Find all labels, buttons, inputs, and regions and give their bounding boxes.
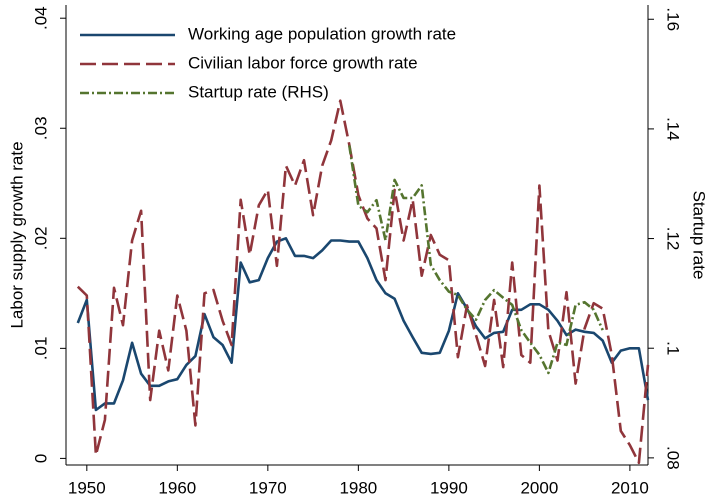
y2-tick-label: .12: [664, 227, 683, 251]
y-axis-title: Labor supply growth rate: [7, 141, 26, 328]
series-line: [76, 99, 650, 465]
legend-label: Startup rate (RHS): [188, 82, 329, 101]
y2-tick-label: .14: [664, 117, 683, 141]
series-line: [76, 237, 650, 412]
y-tick-label: .03: [31, 116, 50, 140]
y2-tick-label: .1: [664, 341, 683, 355]
y2-tick-label: .16: [664, 7, 683, 31]
y-tick-label: .04: [31, 6, 50, 30]
legend-label: Civilian labor force growth rate: [188, 53, 418, 72]
legend: Working age population growth rate Civili…: [80, 24, 456, 101]
y2-axis-title: Startup rate: [690, 191, 709, 280]
x-tick-label: 2000: [520, 478, 558, 497]
y-tick-label: .02: [31, 226, 50, 250]
series-line: [348, 145, 604, 375]
x-tick-label: 1980: [339, 478, 377, 497]
x-tick-label: 1990: [430, 478, 468, 497]
x-tick-label: 1950: [68, 478, 106, 497]
y-tick-label: 0: [31, 454, 50, 463]
y-tick-label: .01: [31, 337, 50, 361]
y2-tick-label: .08: [664, 446, 683, 470]
x-tick-label: 2010: [611, 478, 649, 497]
legend-label: Working age population growth rate: [188, 24, 456, 43]
x-tick-label: 1970: [249, 478, 287, 497]
x-tick-label: 1960: [158, 478, 196, 497]
